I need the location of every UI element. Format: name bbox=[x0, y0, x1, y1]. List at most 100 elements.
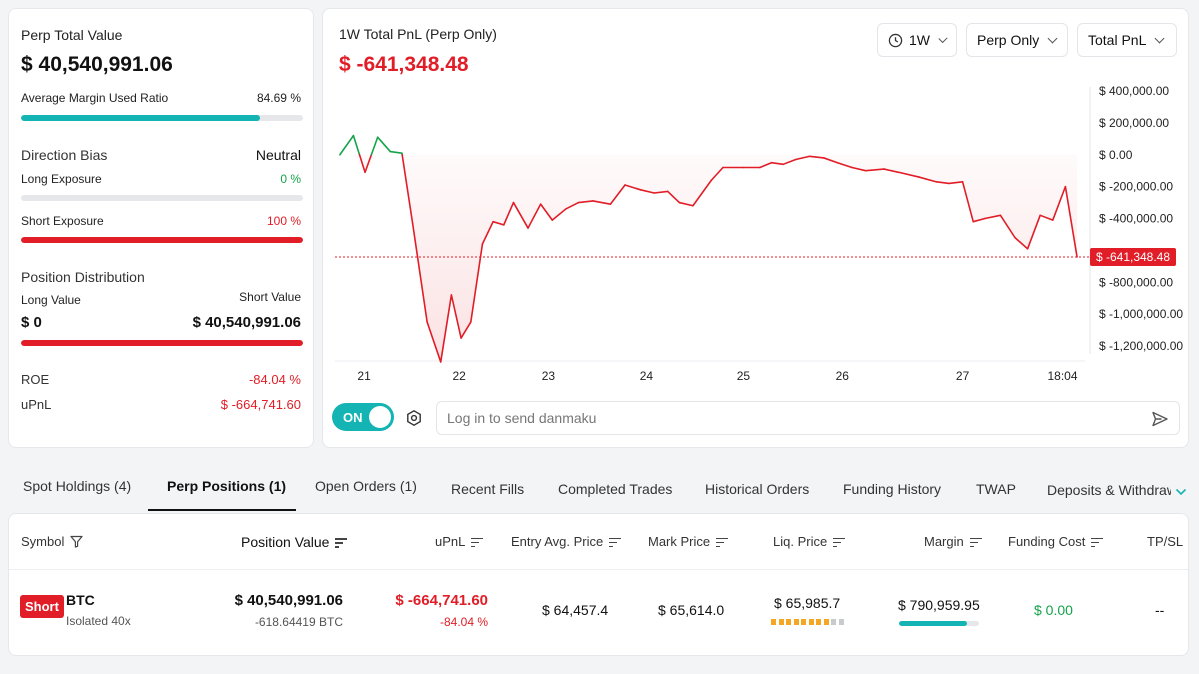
row-liq-price: $ 65,985.7 bbox=[774, 595, 841, 611]
header-symbol-label: Symbol bbox=[21, 534, 65, 549]
pnl-line-segment bbox=[492, 220, 505, 226]
pnl-line-segment bbox=[639, 189, 655, 194]
pnl-line-segment bbox=[692, 179, 713, 207]
metric-dropdown-label: Total PnL bbox=[1088, 32, 1147, 48]
settings-icon[interactable] bbox=[405, 409, 423, 427]
tab-twap[interactable]: TWAP bbox=[976, 481, 1016, 497]
header-divider bbox=[9, 569, 1188, 570]
roe-label: ROE bbox=[21, 372, 50, 387]
header-margin[interactable]: Margin bbox=[924, 534, 982, 549]
perp-summary-panel: Perp Total Value $ 40,540,991.06 Average… bbox=[8, 8, 314, 448]
liq-risk-segment bbox=[778, 619, 784, 625]
row-tpsl[interactable]: -- bbox=[1155, 602, 1165, 618]
danmaku-input-box[interactable] bbox=[436, 401, 1180, 435]
pnl-line-segment bbox=[897, 171, 920, 178]
pnl-line-segment bbox=[851, 166, 867, 172]
liq-risk-segment bbox=[831, 619, 836, 625]
header-upnl[interactable]: uPnL bbox=[435, 534, 484, 549]
pnl-line-segment bbox=[759, 161, 773, 169]
header-margin-label: Margin bbox=[924, 534, 964, 549]
pnl-line-segment bbox=[502, 201, 515, 226]
danmaku-toggle[interactable]: ON bbox=[332, 403, 394, 431]
x-tick-label: 18:04 bbox=[1047, 369, 1077, 383]
liq-risk-segment bbox=[786, 619, 791, 625]
positions-table: Symbol Position Value uPnL Entry Avg. Pr… bbox=[8, 513, 1189, 656]
pnl-line-segment bbox=[592, 200, 612, 205]
tab-recent-fills[interactable]: Recent Fills bbox=[451, 481, 525, 497]
tab-perp-positions[interactable]: Perp Positions (1) bbox=[167, 478, 287, 494]
row-funding-cost: $ 0.00 bbox=[1034, 602, 1073, 618]
short-exposure-value: 100 % bbox=[266, 214, 301, 228]
liq-risk-segment bbox=[801, 619, 806, 625]
upnl-value: $ -664,741.60 bbox=[220, 397, 301, 412]
scope-dropdown[interactable]: Perp Only bbox=[966, 23, 1068, 57]
direction-bias-value: Neutral bbox=[255, 147, 301, 163]
short-value: $ 40,540,991.06 bbox=[192, 314, 301, 331]
current-value-marker-label: $ -641,348.48 bbox=[1096, 250, 1170, 264]
tab-historical-orders[interactable]: Historical Orders bbox=[705, 481, 810, 497]
pnl-line-chart[interactable]: $ 400,000.00 $ 200,000.00 $ 0.00 $ -200,000… bbox=[323, 9, 1190, 399]
y-tick-label: $ -1,200,000.00 bbox=[1099, 339, 1183, 353]
row-position-size: -618.64419 BTC bbox=[254, 615, 343, 629]
header-symbol[interactable]: Symbol bbox=[21, 534, 83, 549]
toggle-knob bbox=[369, 406, 391, 428]
header-funding-cost-label: Funding Cost bbox=[1008, 534, 1086, 549]
pnl-line-segment bbox=[370, 136, 379, 156]
header-position-value[interactable]: Position Value bbox=[241, 534, 348, 550]
period-dropdown[interactable]: 1W bbox=[877, 23, 957, 57]
upnl-label: uPnL bbox=[21, 397, 52, 412]
pnl-line-segment bbox=[1039, 214, 1054, 221]
liq-risk-bar bbox=[771, 619, 845, 625]
tab-funding-history[interactable]: Funding History bbox=[843, 481, 942, 497]
sort-icon bbox=[833, 537, 846, 547]
row-entry-price: $ 64,457.4 bbox=[542, 602, 609, 618]
long-exposure-value: 0 % bbox=[280, 172, 301, 186]
margin-ratio-bar bbox=[21, 115, 303, 121]
sort-icon bbox=[471, 537, 484, 547]
liq-risk-segment bbox=[838, 619, 844, 625]
chevron-down-icon[interactable] bbox=[1175, 484, 1187, 496]
total-value: $ 40,540,991.06 bbox=[21, 53, 173, 76]
danmaku-input[interactable] bbox=[447, 410, 1127, 426]
y-tick-label: $ 0.00 bbox=[1099, 148, 1133, 162]
tab-completed-trades[interactable]: Completed Trades bbox=[558, 481, 673, 497]
send-icon[interactable] bbox=[1151, 410, 1169, 428]
pnl-line-segment bbox=[439, 294, 453, 363]
x-tick-label: 27 bbox=[956, 369, 970, 383]
row-upnl-pct: -84.04 % bbox=[439, 615, 488, 629]
pnl-line-segment bbox=[358, 153, 366, 174]
pnl-line-segment bbox=[450, 294, 462, 339]
metric-dropdown[interactable]: Total PnL bbox=[1077, 23, 1177, 57]
y-tick-label: $ 200,000.00 bbox=[1099, 116, 1169, 130]
long-value-label: Long Value bbox=[21, 293, 81, 307]
header-entry-price[interactable]: Entry Avg. Price bbox=[511, 534, 622, 549]
chart-title: 1W Total PnL (Perp Only) bbox=[339, 26, 497, 42]
pnl-line-segment bbox=[653, 190, 669, 194]
active-tab-underline bbox=[148, 509, 296, 511]
pnl-negative-area bbox=[339, 154, 1078, 362]
tab-spot-holdings[interactable]: Spot Holdings (4) bbox=[23, 478, 132, 494]
pnl-line-segment bbox=[918, 176, 938, 183]
direction-bias-label: Direction Bias bbox=[21, 147, 108, 163]
pnl-line-segment bbox=[770, 161, 784, 166]
row-symbol[interactable]: BTC bbox=[66, 592, 95, 608]
tab-open-orders[interactable]: Open Orders (1) bbox=[315, 478, 417, 494]
pnl-line-segment bbox=[376, 136, 392, 153]
short-exposure-fill bbox=[21, 237, 303, 243]
header-liq-price[interactable]: Liq. Price bbox=[773, 534, 846, 549]
y-tick-label: $ -200,000.00 bbox=[1099, 180, 1173, 194]
liq-risk-segment bbox=[793, 619, 799, 625]
filter-icon[interactable] bbox=[70, 535, 83, 548]
pnl-line-segment bbox=[527, 203, 542, 229]
pnl-line-segment bbox=[460, 321, 472, 339]
header-funding-cost[interactable]: Funding Cost bbox=[1008, 534, 1104, 549]
pnl-line-segment bbox=[808, 155, 825, 159]
row-upnl: $ -664,741.60 bbox=[395, 592, 488, 609]
header-mark-price[interactable]: Mark Price bbox=[648, 534, 729, 549]
margin-ratio-value: 84.69 % bbox=[256, 91, 301, 105]
tab-deposits-withdraw[interactable]: Deposits & Withdraw bbox=[1047, 482, 1171, 498]
pnl-line-segment bbox=[794, 155, 811, 161]
chart-current-value: $ -641,348.48 bbox=[339, 53, 469, 76]
pnl-line-segment bbox=[401, 153, 414, 225]
distribution-short-fill bbox=[21, 340, 303, 346]
